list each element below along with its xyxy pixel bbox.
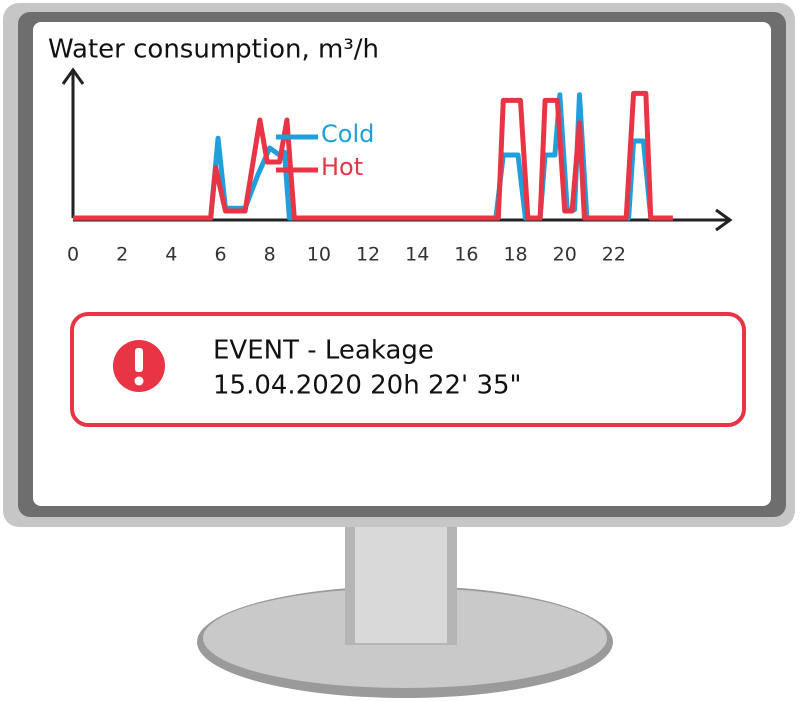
- monitor-illustration: Water consumption, m³/h EVENT - Leakage …: [0, 0, 800, 702]
- x-tick-label: 4: [165, 244, 177, 266]
- event-box: [72, 314, 744, 425]
- x-tick-label: 10: [307, 244, 331, 266]
- alert-icon-dot: [135, 377, 144, 386]
- x-tick-label: 16: [454, 244, 478, 266]
- x-tick-label: 6: [214, 244, 226, 266]
- x-tick-label: 20: [553, 244, 577, 266]
- page: Water consumption, m³/h EVENT - Leakage …: [0, 0, 800, 702]
- chart-title: Water consumption, m³/h: [48, 35, 379, 65]
- x-tick-label: 18: [503, 244, 527, 266]
- event-timestamp: 15.04.2020 20h 22' 35": [213, 371, 522, 401]
- x-tick-label: 8: [264, 244, 276, 266]
- x-tick-label: 12: [356, 244, 380, 266]
- legend-label: Cold: [321, 120, 374, 148]
- stand-neck-face: [355, 515, 447, 643]
- legend-label: Hot: [321, 153, 363, 181]
- alert-icon-bar: [135, 348, 143, 372]
- event-title: EVENT - Leakage: [213, 336, 434, 366]
- x-tick-label: 0: [67, 244, 79, 266]
- x-tick-label: 22: [602, 244, 626, 266]
- x-tick-label: 2: [116, 244, 128, 266]
- x-tick-label: 14: [405, 244, 429, 266]
- screen: [33, 22, 771, 506]
